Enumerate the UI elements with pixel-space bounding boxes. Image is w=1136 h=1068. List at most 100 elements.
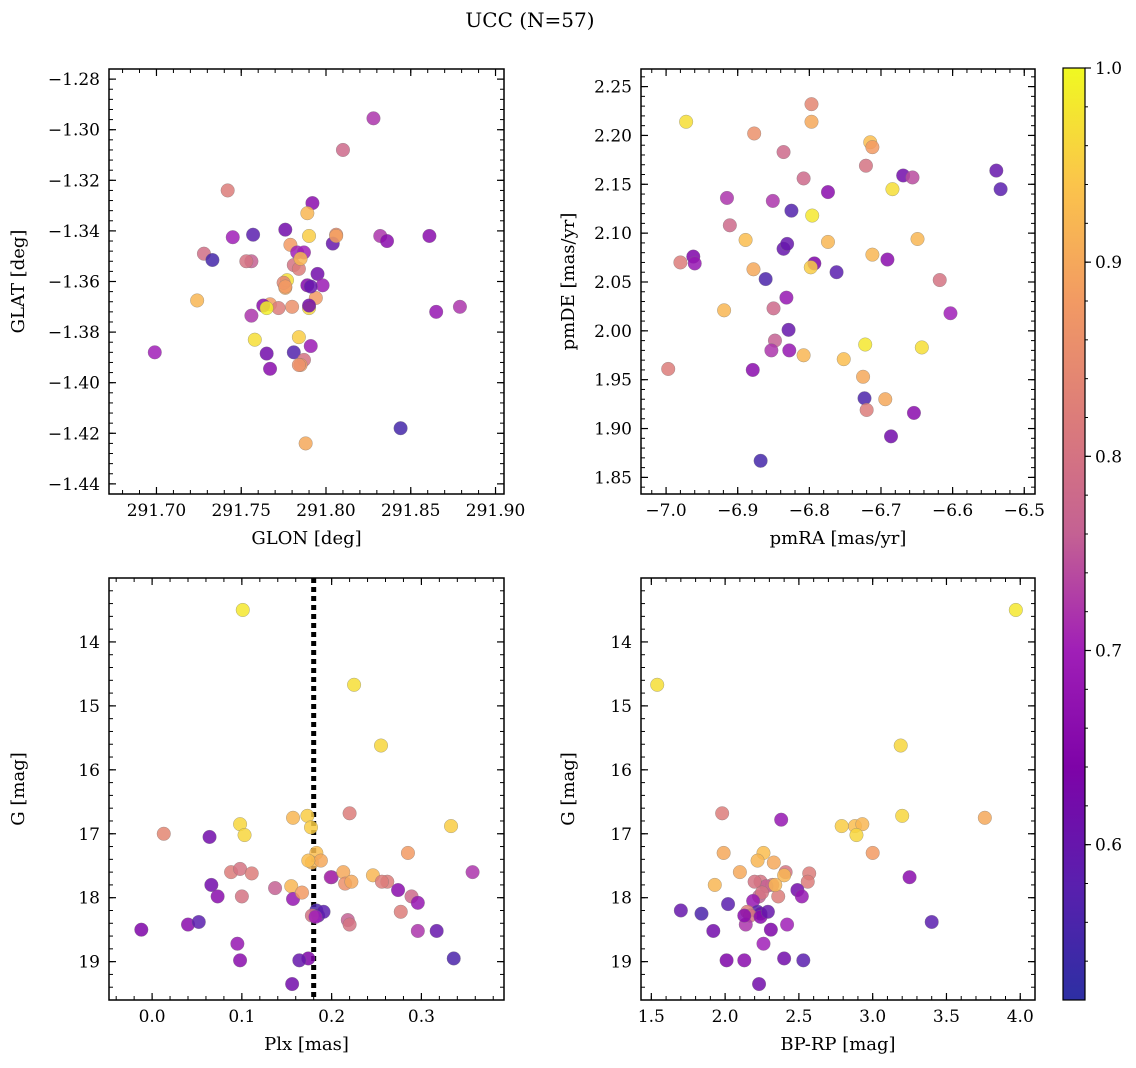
scatter-point [777, 951, 792, 966]
scatter-point [737, 908, 752, 923]
y-tick-label: −1.42 [48, 424, 100, 444]
scatter-point [673, 255, 688, 270]
y-axis-label: G [mag] [8, 752, 29, 825]
scatter-point [446, 951, 461, 966]
scatter-point [452, 299, 467, 314]
scatter-point [285, 976, 300, 992]
y-tick-label: −1.28 [48, 70, 100, 90]
scatter-point [335, 142, 350, 158]
y-tick-label: −1.38 [48, 323, 100, 343]
glon-glat-panel: 291.70 291.75 291.80 291.85 291.90 −1.44 −1.42… [8, 68, 525, 549]
scatter-point [244, 308, 259, 323]
scatter-point [780, 236, 795, 251]
x-tick-label: 0.2 [318, 1007, 345, 1027]
colorbar-tick-label: 0.7 [1095, 642, 1122, 662]
scatter-point [210, 889, 225, 904]
color-magnitude-panel: 1.5 2.0 2.5 3.0 3.5 4.0 14 15 16 17 18 19 BP-RP [mag… [558, 577, 1036, 1055]
y-tick-label: 14 [78, 633, 100, 653]
scatter-point [895, 808, 910, 823]
scatter-point [747, 874, 762, 889]
y-tick-label: 2.25 [594, 78, 632, 98]
scatter-point [147, 345, 162, 360]
x-axis-label: Plx [mas] [264, 1034, 349, 1055]
scatter-point [233, 953, 248, 968]
scatter-point [716, 845, 731, 860]
scatter-point [315, 278, 330, 293]
scatter-point [294, 885, 310, 900]
scatter-point [721, 897, 736, 912]
scatter-point [745, 362, 760, 377]
scatter-point [134, 922, 149, 937]
scatter-point [765, 193, 780, 208]
scatter-point [190, 293, 205, 308]
y-axis-label: pmDE [mas/yr] [558, 213, 579, 351]
scatter-point [393, 904, 408, 919]
scatter-point [344, 874, 359, 889]
scatter-point [859, 402, 874, 418]
scatter-point [855, 817, 870, 832]
scatter-point [717, 303, 732, 318]
y-tick-label: 15 [78, 697, 100, 717]
axes-frame [640, 577, 1036, 1001]
scatter-point [782, 343, 797, 358]
scatter-point [763, 922, 778, 937]
scatter-point [750, 853, 765, 868]
scatter-point [857, 391, 872, 406]
x-tick-label: 291.80 [296, 501, 355, 521]
scatter-point [286, 345, 301, 360]
scatter-point [768, 877, 783, 892]
scatter-point [905, 170, 920, 185]
scatter-point [796, 171, 811, 186]
scatter-point [781, 322, 796, 337]
scatter-point [706, 923, 721, 938]
scatter-points [661, 97, 1008, 468]
scatter-point [836, 352, 851, 367]
axes-frame [640, 68, 1036, 495]
scatter-point [429, 923, 444, 938]
scatter-point [943, 306, 958, 321]
x-tick-label: −6.8 [789, 501, 830, 521]
scatter-point [292, 953, 307, 968]
x-tick-label: 4.0 [1007, 1007, 1034, 1027]
y-axis-label: G [mag] [558, 752, 579, 825]
scatter-point [849, 827, 864, 843]
y-tick-label: 17 [610, 825, 632, 845]
pm-panel: −7.0 −6.9 −6.8 −6.7 −6.6 −6.5 1.85 1.90 1.95 2.00… [558, 68, 1045, 549]
scatter-point [758, 272, 773, 287]
scatter-point [673, 903, 688, 918]
scatter-point [429, 304, 444, 319]
scatter-point [914, 340, 929, 355]
x-tick-label: −7.0 [645, 501, 686, 521]
scatter-point [303, 279, 318, 294]
scatter-point [756, 936, 771, 951]
scatter-point [204, 877, 219, 892]
scatter-point [300, 206, 315, 221]
scatter-point [323, 870, 338, 885]
scatter-point [308, 909, 323, 924]
colorbar-tick-label: 0.8 [1095, 447, 1122, 467]
scatter-point [410, 923, 425, 938]
x-axis-label: pmRA [mas/yr] [770, 528, 907, 549]
scatter-point [313, 853, 328, 868]
scatter-point [303, 338, 318, 354]
y-tick-label: 18 [610, 889, 632, 909]
scatter-points [650, 602, 1023, 992]
scatter-point [784, 203, 799, 218]
scatter-point [263, 361, 278, 376]
scatter-point [779, 290, 794, 305]
scatter-point [679, 114, 694, 129]
scatter-point [746, 262, 761, 277]
scatter-point [244, 866, 259, 881]
scatter-point [885, 182, 900, 197]
scatter-point [796, 953, 811, 968]
scatter-point [737, 953, 752, 968]
y-tick-label: 16 [78, 761, 100, 781]
scatter-point [301, 298, 317, 313]
scatter-point [753, 453, 768, 468]
x-tick-label: 291.90 [466, 501, 525, 521]
scatter-point [989, 163, 1004, 178]
scatter-point [301, 853, 316, 868]
scatter-point [303, 820, 319, 835]
scatter-point [347, 677, 362, 692]
